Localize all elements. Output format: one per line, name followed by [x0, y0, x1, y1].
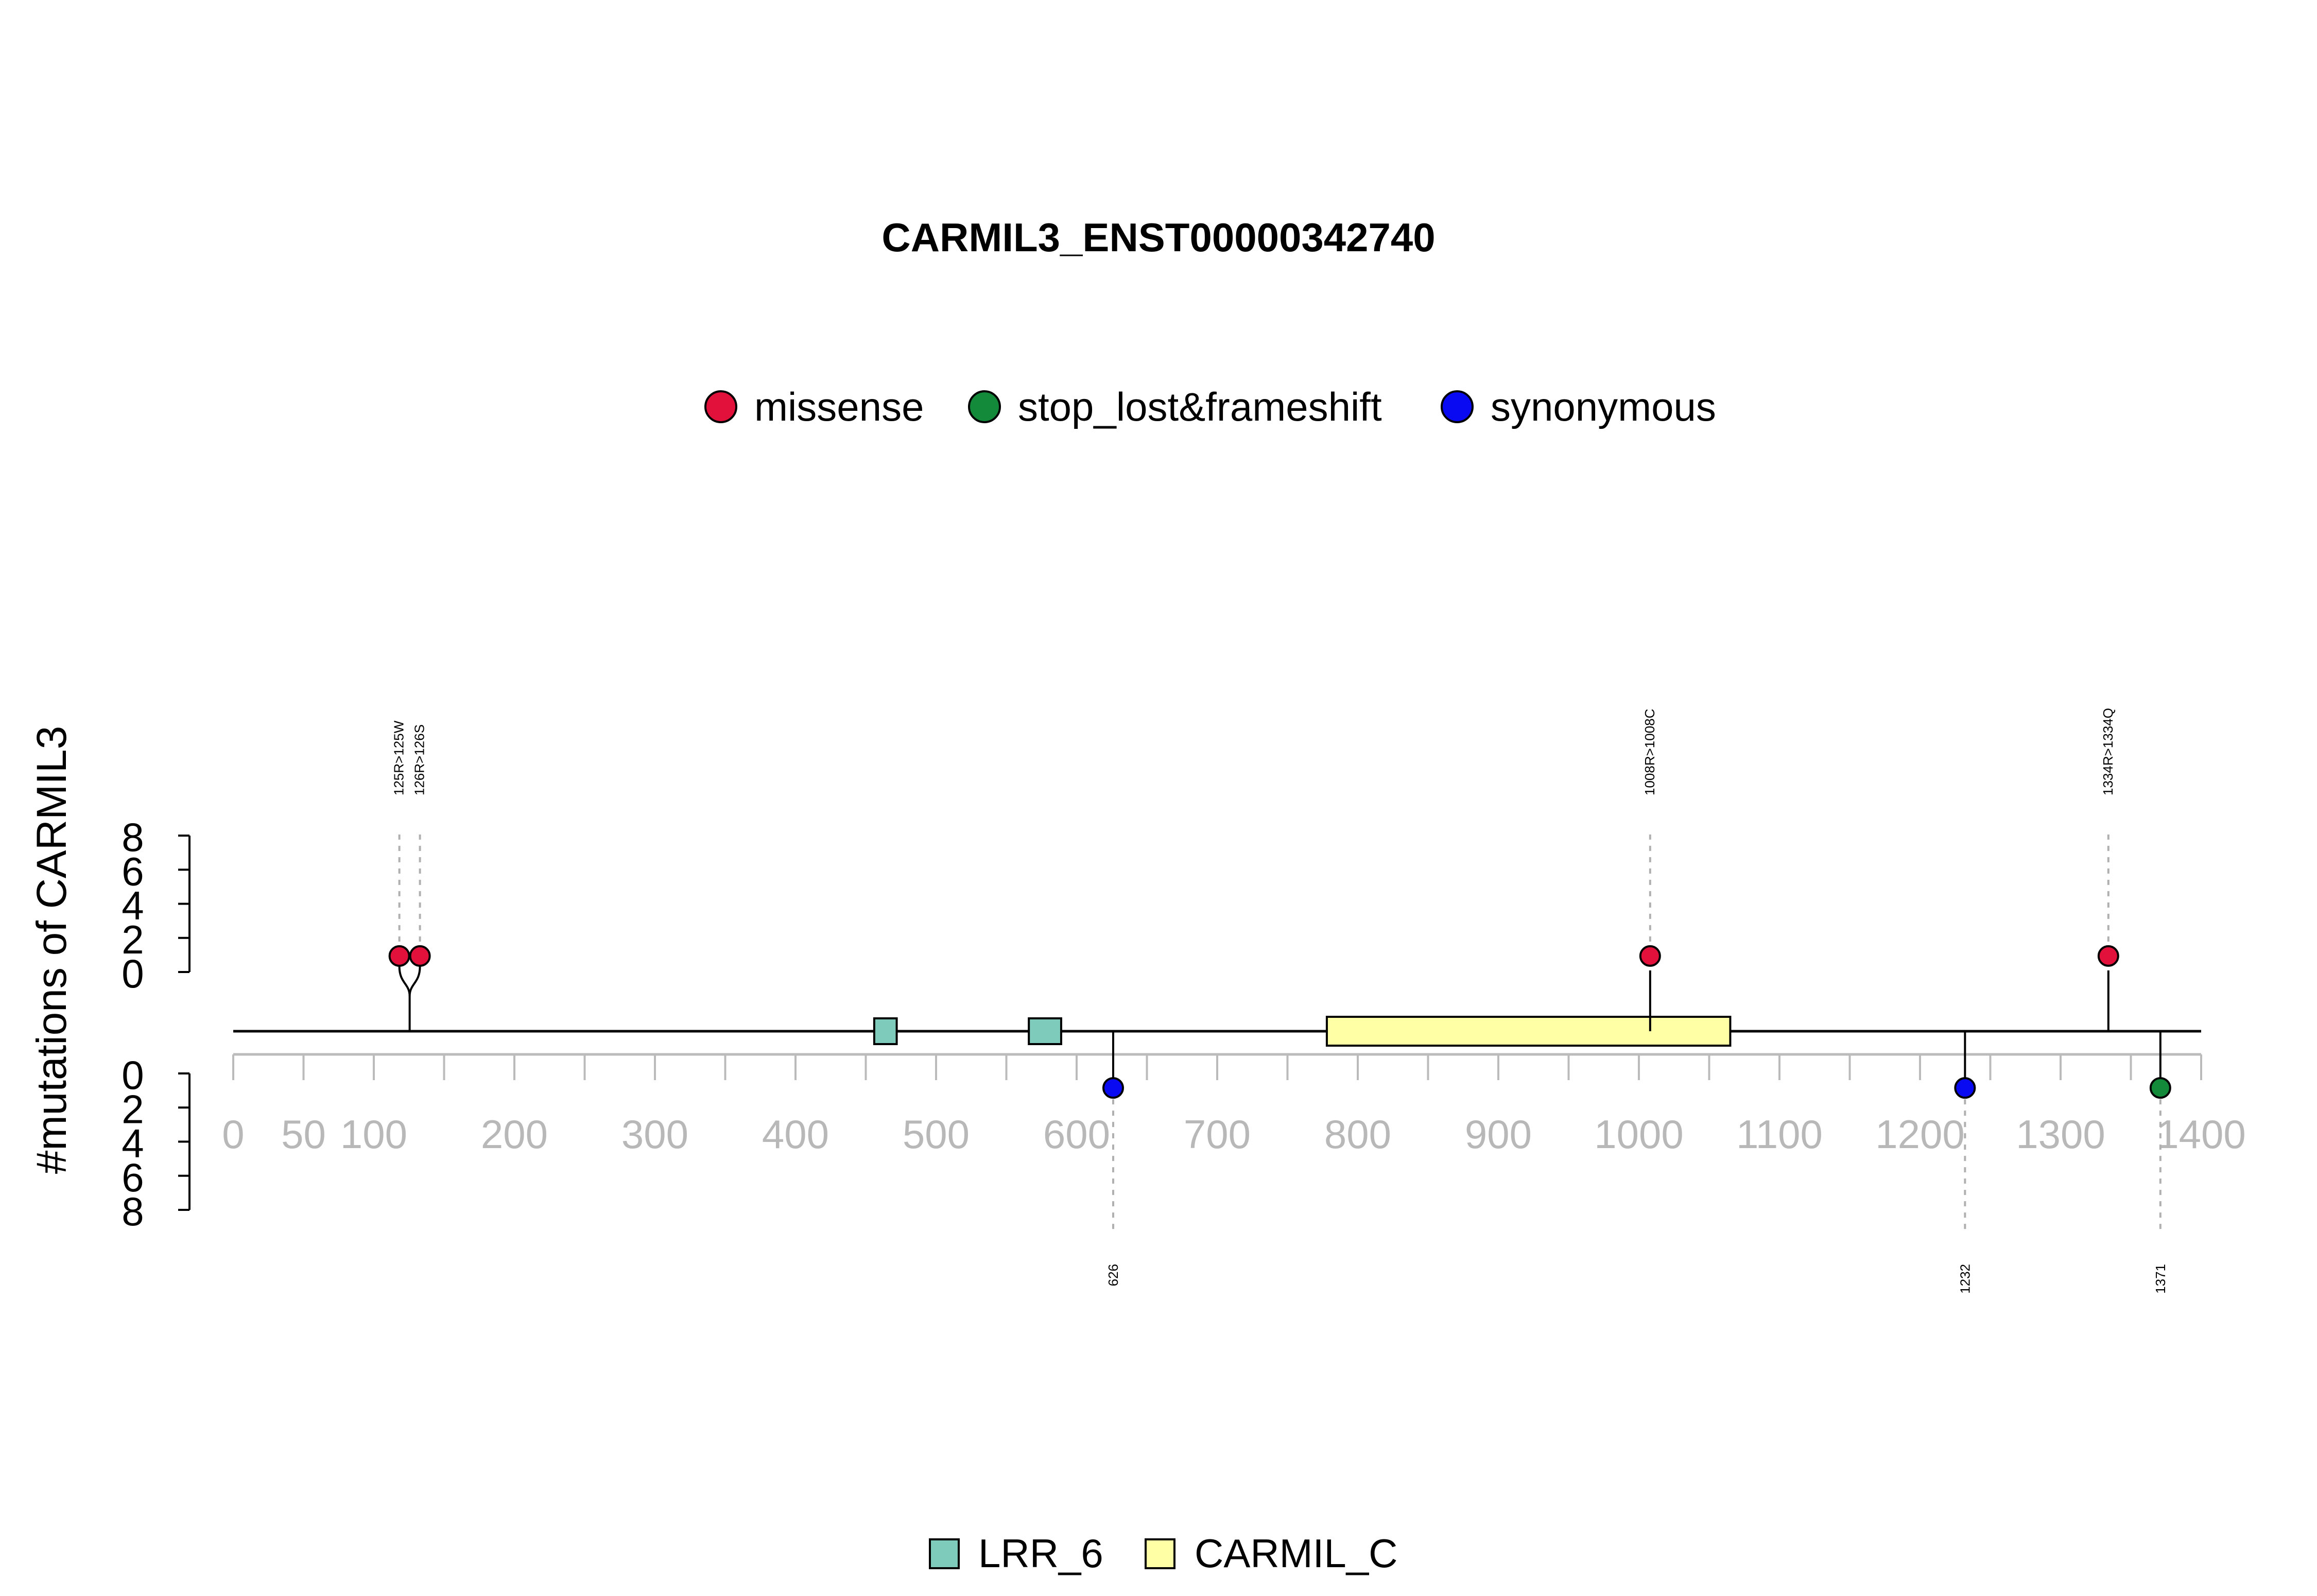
upper-axis-tick-label: 8 — [122, 814, 144, 860]
x-axis: 0 50 100 200 300 400 500 600 700 800 900 1000 1100 12… — [222, 1053, 2246, 1157]
domain-boxes — [873, 1016, 1732, 1047]
x-tick-label: 200 — [481, 1112, 548, 1157]
legend-marker — [968, 390, 1001, 423]
upper-axis-tick-label: 2 — [122, 917, 144, 962]
x-tick-label: 100 — [340, 1112, 407, 1157]
mutation-lollipops: 125R>125W 126R>126S 1008R>1008C 1334R>1334Q… — [388, 708, 2171, 1294]
upper-axis-tick-label: 6 — [122, 848, 144, 894]
legend-label: stop_lost&frameshift — [1018, 384, 1382, 429]
lollipop-head — [409, 945, 431, 967]
lollipop-head — [1954, 1077, 1976, 1099]
lower-axis-tick-label: 2 — [122, 1086, 144, 1132]
lollipop-head — [1639, 945, 1661, 967]
x-tick-label: 300 — [621, 1112, 688, 1157]
legend-label: missense — [754, 384, 924, 429]
domain-legend-marker — [929, 1538, 960, 1569]
lower-axis-tick-label: 4 — [122, 1121, 144, 1166]
x-tick-label: 900 — [1465, 1112, 1532, 1157]
upper-axis-tick-label: 0 — [122, 951, 144, 996]
lollipop-branch — [408, 966, 421, 997]
mutation-label: 626 — [1105, 1264, 1121, 1286]
x-tick-label: 500 — [903, 1112, 970, 1157]
x-tick-label: 700 — [1184, 1112, 1251, 1157]
lower-axis-tick-label: 0 — [122, 1052, 144, 1098]
lollipop-head — [388, 945, 410, 967]
chart-title: CARMIL3_ENST00000342740 — [881, 215, 1435, 260]
x-tick-label: 1100 — [1736, 1112, 1823, 1157]
lower-axis-tick-label: 8 — [122, 1189, 144, 1234]
domain-box — [1028, 1017, 1062, 1045]
domain-legend-marker — [1145, 1538, 1175, 1569]
lollipop-head — [1102, 1077, 1124, 1099]
x-tick-label: 1300 — [2016, 1112, 2105, 1157]
x-tick-label: 600 — [1043, 1112, 1110, 1157]
x-tick-label: 0 — [222, 1112, 244, 1157]
lollipop-head — [2097, 945, 2119, 967]
mutation-label: 125R>125W — [391, 720, 407, 795]
x-tick-label: 1000 — [1594, 1112, 1684, 1157]
x-tick-label: 1400 — [2156, 1112, 2246, 1157]
domain-box — [1325, 1016, 1732, 1047]
mutation-label: 1008R>1008C — [1642, 709, 1657, 795]
y-axis-label: #mutations of CARMIL3 — [28, 726, 75, 1174]
lower-axis-tick-label: 6 — [122, 1155, 144, 1200]
mutation-label: 126R>126S — [412, 724, 427, 795]
mutation-label: 1232 — [1957, 1264, 1973, 1294]
lollipop-branch — [398, 966, 411, 997]
x-tick-label: 400 — [762, 1112, 829, 1157]
legend-marker — [704, 390, 737, 423]
legend: missense stop_lost&frameshift synonymous — [704, 384, 1716, 429]
mutation-label: 1371 — [2153, 1264, 2168, 1294]
x-tick-label: 1200 — [1875, 1112, 1965, 1157]
domain-legend-label: CARMIL_C — [1195, 1531, 1397, 1576]
lollipop-head — [2149, 1077, 2171, 1099]
domain-box — [873, 1017, 898, 1045]
legend-label: synonymous — [1491, 384, 1716, 429]
domain-legend: LRR_6 CARMIL_C — [929, 1531, 1397, 1576]
x-tick-label: 800 — [1324, 1112, 1391, 1157]
legend-marker — [1441, 390, 1474, 423]
domain-legend-label: LRR_6 — [978, 1531, 1103, 1576]
x-tick-label: 50 — [281, 1112, 326, 1157]
mutation-label: 1334R>1334Q — [2100, 708, 2116, 795]
upper-axis-tick-label: 4 — [122, 883, 144, 928]
